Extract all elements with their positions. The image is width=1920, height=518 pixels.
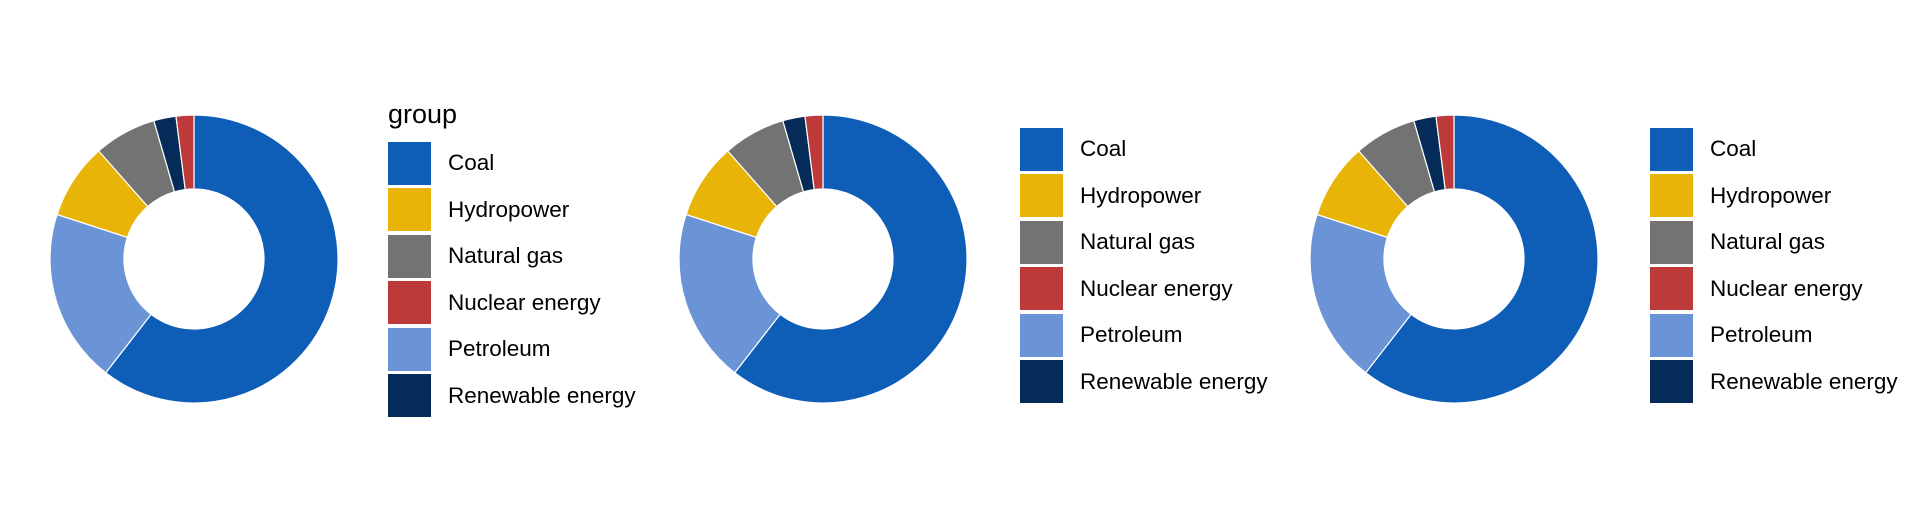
legend-item-coal: Coal	[388, 140, 636, 187]
donut-chart-3	[1309, 114, 1599, 404]
legend-key-swatch	[1650, 267, 1693, 311]
legend-label: Petroleum	[1710, 322, 1813, 348]
legend-label: Nuclear energy	[1710, 275, 1863, 301]
legend-key-swatch	[1020, 267, 1063, 311]
legend-title: group	[388, 99, 458, 129]
chart-panel-1: group Coal Hydropower Natural gas Nuclear e…	[0, 0, 660, 518]
legend-label: Hydropower	[1080, 182, 1202, 208]
legend-item-renewable-energy: Renewable energy	[388, 373, 636, 420]
legend-label: Renewable energy	[1710, 368, 1898, 394]
legend-key-swatch	[1020, 174, 1063, 218]
legend-items: Coal Hydropower Natural gas Nuclear energy P…	[1020, 126, 1268, 405]
legend-key-swatch	[388, 234, 431, 278]
legend-item-nuclear-energy: Nuclear energy	[1650, 266, 1898, 313]
legend-label: Coal	[1080, 136, 1127, 162]
legend-key-swatch	[388, 374, 431, 418]
legend-label: Renewable energy	[448, 382, 636, 408]
donut-chart-2	[678, 114, 968, 404]
legend-item-natural-gas: Natural gas	[1650, 219, 1898, 266]
legend-item-coal: Coal	[1020, 126, 1268, 173]
legend-label: Coal	[1710, 136, 1757, 162]
chart-legend-1: group Coal Hydropower Natural gas Nuclear e…	[388, 98, 636, 419]
legend-key-swatch	[1020, 360, 1063, 404]
donut-slice-nuclear-energy	[175, 114, 195, 191]
legend-label: Natural gas	[1080, 229, 1196, 255]
legend-item-renewable-energy: Renewable energy	[1650, 359, 1898, 406]
chart-panel-3: Coal Hydropower Natural gas Nuclear energy P…	[1270, 0, 1920, 518]
legend-key-swatch	[1020, 220, 1063, 264]
legend-key-swatch	[1020, 313, 1063, 357]
legend-key-swatch	[1650, 313, 1693, 357]
legend-item-coal: Coal	[1650, 126, 1898, 173]
legend-label: Coal	[448, 150, 495, 176]
legend-label: Petroleum	[1080, 322, 1183, 348]
donut-chart-1	[49, 114, 339, 404]
legend-item-natural-gas: Natural gas	[388, 233, 636, 280]
legend-item-nuclear-energy: Nuclear energy	[1020, 266, 1268, 313]
legend-key-swatch	[1650, 360, 1693, 404]
legend-key-swatch	[388, 281, 431, 325]
donut-slice-coal	[1364, 114, 1599, 404]
legend-item-renewable-energy: Renewable energy	[1020, 359, 1268, 406]
donut-slice-petroleum	[678, 213, 781, 374]
legend-key-swatch	[1650, 220, 1693, 264]
legend-label: Renewable energy	[1080, 368, 1268, 394]
legend-label: Hydropower	[448, 196, 570, 222]
legend-item-petroleum: Petroleum	[388, 326, 636, 373]
donut-slice-coal	[733, 114, 968, 404]
legend-item-hydropower: Hydropower	[1020, 173, 1268, 220]
legend-label: Hydropower	[1710, 182, 1832, 208]
legend-key-swatch	[388, 188, 431, 232]
legend-key-swatch	[388, 327, 431, 371]
legend-label: Nuclear energy	[448, 289, 601, 315]
legend-item-hydropower: Hydropower	[388, 187, 636, 234]
legend-item-natural-gas: Natural gas	[1020, 219, 1268, 266]
legend-label: Petroleum	[448, 336, 551, 362]
chart-panel-2: Coal Hydropower Natural gas Nuclear energy P…	[640, 0, 1280, 518]
legend-key-swatch	[1650, 174, 1693, 218]
legend-item-petroleum: Petroleum	[1020, 312, 1268, 359]
legend-label: Natural gas	[1710, 229, 1826, 255]
legend-key-swatch	[388, 141, 431, 185]
legend-item-hydropower: Hydropower	[1650, 173, 1898, 220]
legend-label: Nuclear energy	[1080, 275, 1233, 301]
chart-legend-2: Coal Hydropower Natural gas Nuclear energy P…	[1020, 126, 1268, 405]
legend-items: Coal Hydropower Natural gas Nuclear energy P…	[1650, 126, 1898, 405]
donut-slice-nuclear-energy	[1435, 114, 1455, 191]
donut-slice-petroleum	[49, 213, 152, 374]
legend-key-swatch	[1020, 127, 1063, 171]
legend-label: Natural gas	[448, 243, 564, 269]
chart-legend-3: Coal Hydropower Natural gas Nuclear energy P…	[1650, 126, 1898, 405]
legend-key-swatch	[1650, 127, 1693, 171]
donut-slice-nuclear-energy	[804, 114, 824, 191]
legend-items: Coal Hydropower Natural gas Nuclear energy P…	[388, 140, 636, 419]
donut-slice-petroleum	[1309, 213, 1412, 374]
donut-slice-coal	[104, 114, 339, 404]
legend-item-petroleum: Petroleum	[1650, 312, 1898, 359]
legend-item-nuclear-energy: Nuclear energy	[388, 280, 636, 327]
